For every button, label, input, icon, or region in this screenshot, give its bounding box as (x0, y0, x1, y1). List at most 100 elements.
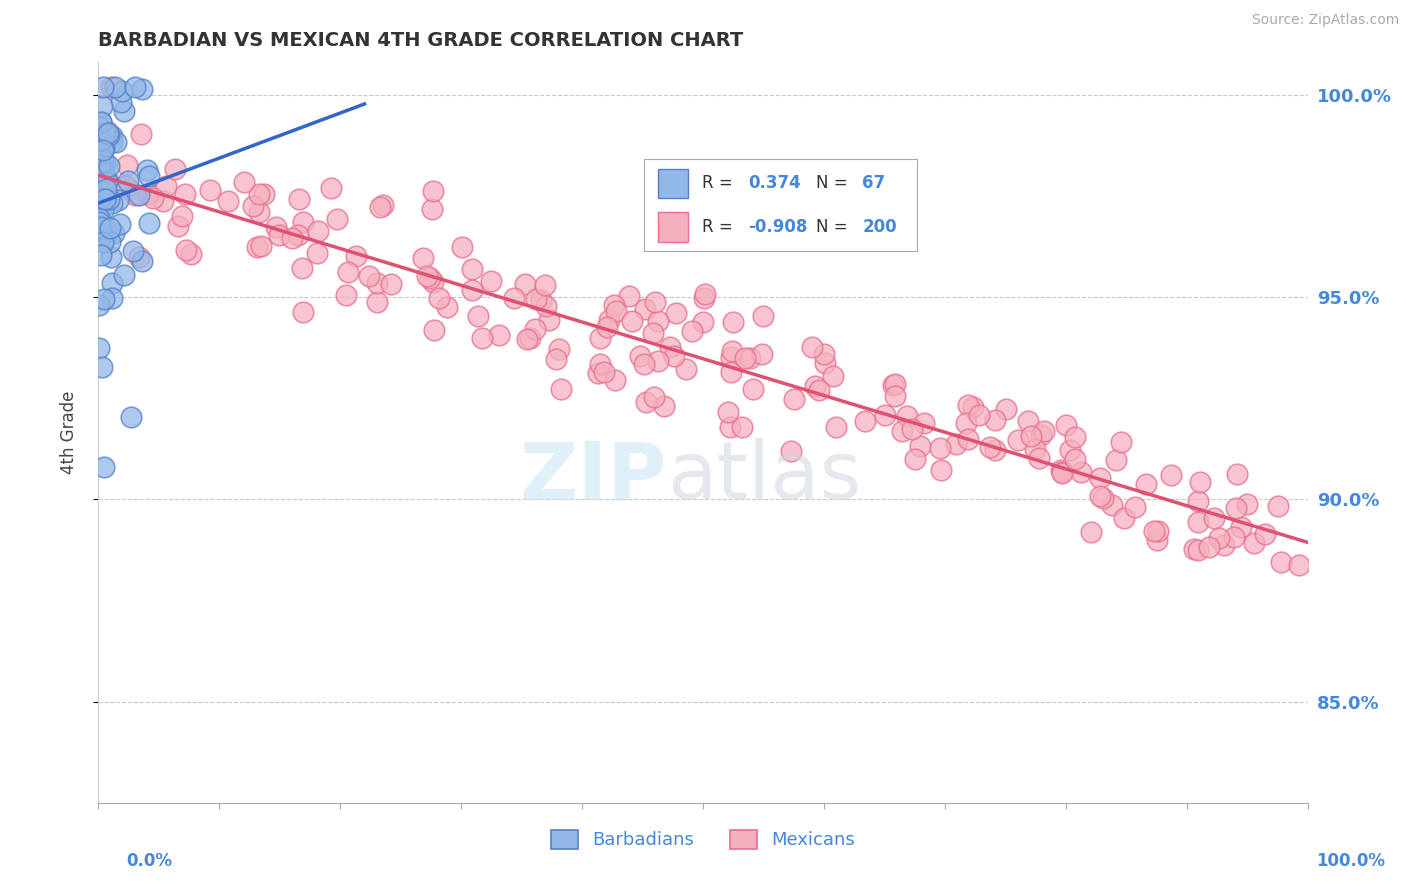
Point (1236, 496, 1258, 510)
Point (1050, 465, 1073, 479)
Point (1226, 467, 1249, 481)
Point (89, 221, 111, 235)
Point (1142, 524, 1164, 538)
Text: 100.0%: 100.0% (1316, 852, 1385, 870)
Point (1064, 430, 1087, 444)
Point (644, 295, 666, 310)
Point (117, 182, 139, 196)
Point (734, 351, 756, 365)
Point (1105, 453, 1128, 467)
Text: 200: 200 (862, 218, 897, 235)
Point (801, 340, 824, 354)
Point (90, 115, 112, 129)
Text: atlas: atlas (666, 438, 860, 516)
Point (550, 382, 572, 396)
Point (131, 82, 153, 96)
Point (589, 357, 612, 371)
Point (1243, 536, 1265, 550)
Point (502, 291, 524, 305)
Point (93, 203, 115, 218)
Point (1080, 524, 1102, 539)
Point (1088, 489, 1111, 503)
Point (266, 220, 288, 235)
Point (173, 187, 195, 202)
Point (100, 291, 122, 305)
Point (718, 420, 741, 434)
Point (721, 344, 744, 359)
Point (742, 382, 765, 396)
Point (97, 192, 120, 206)
Point (693, 291, 716, 305)
Point (807, 383, 830, 397)
Point (628, 349, 651, 363)
Point (720, 365, 742, 379)
Text: N =: N = (815, 174, 848, 192)
Point (167, 219, 190, 233)
Point (91, 143, 114, 157)
Point (152, 194, 174, 209)
Point (422, 275, 444, 289)
Point (93, 153, 115, 167)
Point (98, 159, 121, 173)
Point (346, 249, 368, 263)
Point (731, 420, 754, 434)
Point (1109, 435, 1132, 450)
Point (287, 192, 309, 206)
Point (122, 244, 145, 258)
Point (641, 326, 664, 340)
Point (1198, 540, 1220, 554)
Point (90, 181, 112, 195)
Point (96, 171, 118, 186)
Point (94, 192, 117, 206)
Point (1017, 413, 1039, 427)
Point (1064, 452, 1087, 467)
Point (824, 420, 846, 434)
Point (548, 342, 571, 356)
Point (1070, 465, 1092, 479)
Legend: Barbadians, Mexicans: Barbadians, Mexicans (543, 823, 863, 856)
Point (665, 306, 688, 320)
Point (128, 250, 150, 264)
Text: 0.374: 0.374 (748, 174, 800, 192)
Point (589, 331, 612, 345)
Point (98, 235, 121, 249)
Point (979, 440, 1001, 454)
Point (359, 268, 381, 283)
Text: Source: ZipAtlas.com: Source: ZipAtlas.com (1251, 13, 1399, 28)
Point (366, 276, 388, 290)
Point (1088, 471, 1111, 485)
Point (984, 442, 1007, 457)
Point (128, 187, 150, 202)
Point (98, 128, 121, 142)
Point (87, 341, 110, 355)
Point (97, 126, 120, 140)
Point (250, 239, 273, 253)
Text: 0.0%: 0.0% (127, 852, 173, 870)
Point (87, 215, 110, 229)
Point (813, 356, 835, 370)
Point (242, 199, 264, 213)
Point (929, 463, 952, 477)
Point (534, 278, 557, 293)
Point (93, 141, 115, 155)
Point (101, 195, 124, 210)
Point (326, 211, 349, 226)
Point (692, 315, 714, 329)
Point (1135, 477, 1157, 491)
Point (291, 215, 314, 229)
Point (467, 309, 489, 323)
Point (479, 274, 502, 288)
Point (138, 169, 160, 183)
Point (165, 161, 187, 176)
Point (1254, 527, 1277, 541)
Point (103, 227, 125, 241)
Point (1160, 467, 1182, 482)
Point (104, 79, 127, 94)
Point (100, 135, 122, 149)
Point (586, 366, 609, 380)
Point (321, 181, 343, 195)
Point (544, 352, 567, 367)
Point (1187, 515, 1209, 529)
Point (1188, 475, 1211, 490)
Point (523, 322, 546, 336)
